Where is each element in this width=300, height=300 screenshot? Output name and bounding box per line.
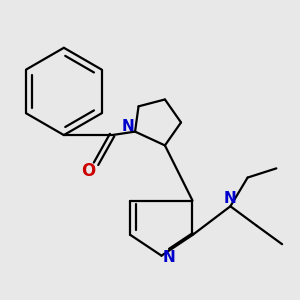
Text: N: N (224, 191, 237, 206)
Text: N: N (163, 250, 176, 266)
Text: O: O (81, 162, 96, 180)
Text: N: N (121, 119, 134, 134)
